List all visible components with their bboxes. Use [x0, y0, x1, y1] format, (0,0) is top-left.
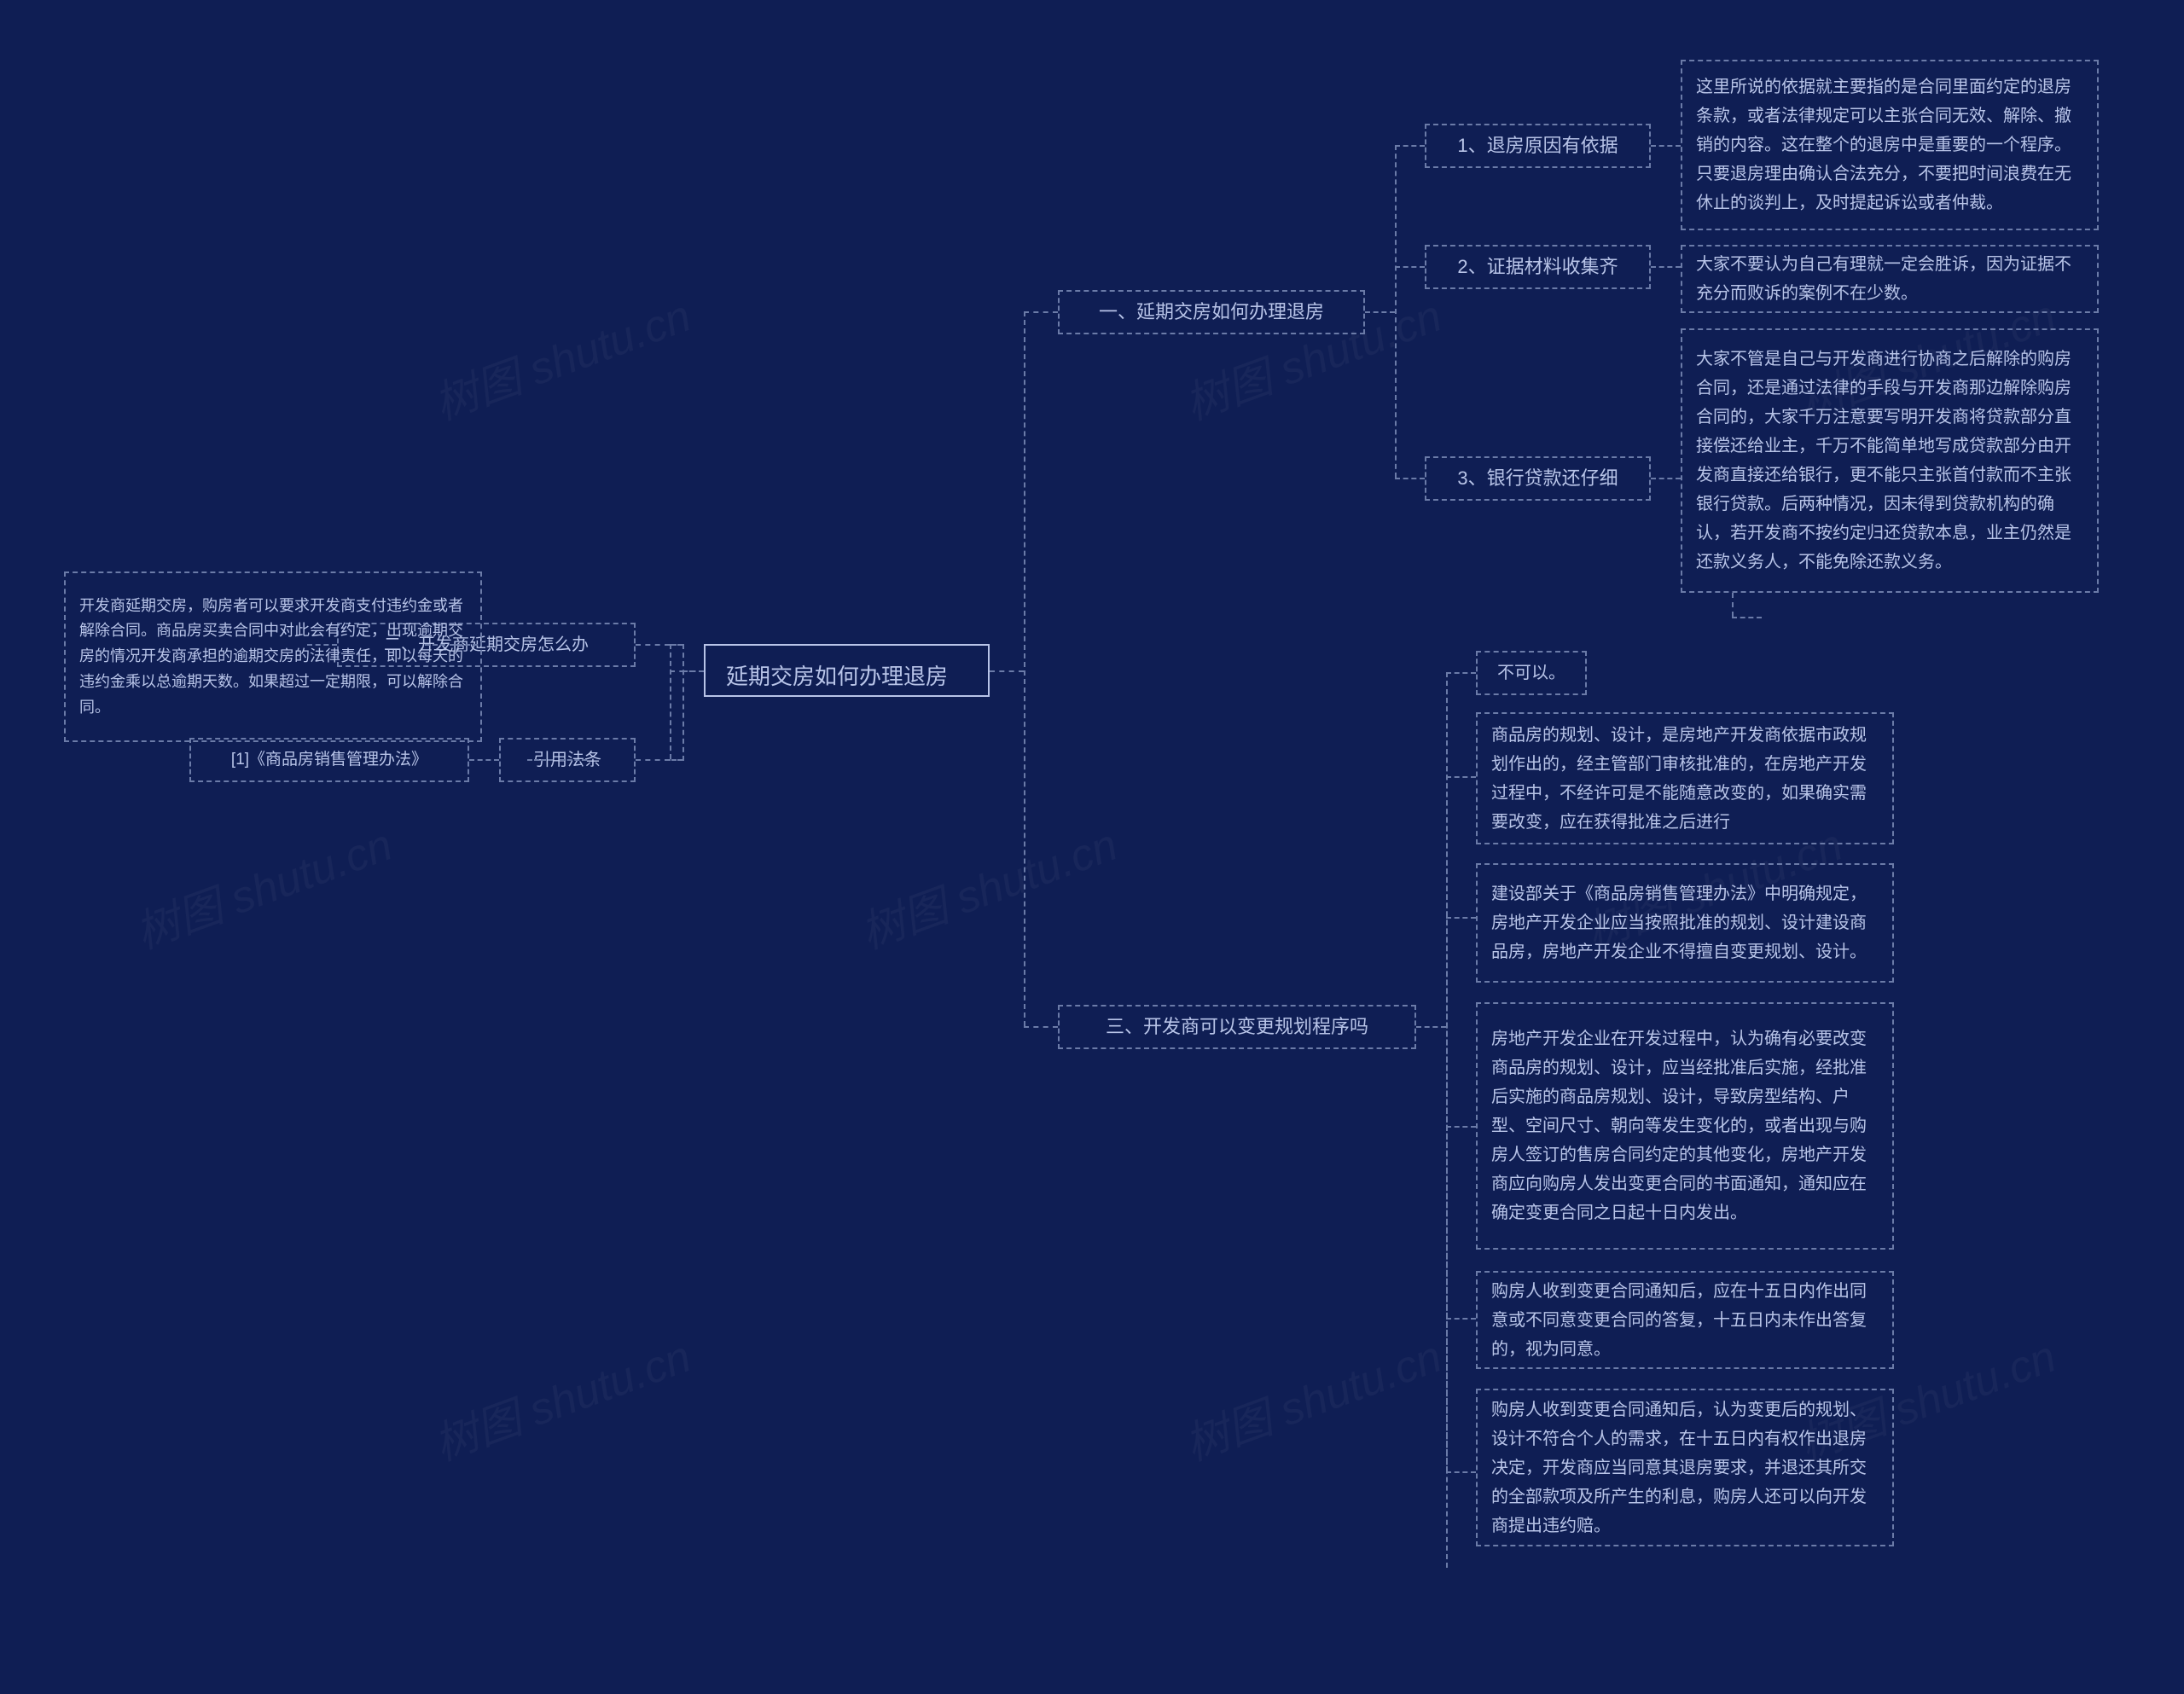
branch3-item1-text: 不可以。 [1497, 658, 1565, 687]
branch2-detail: 开发商延期交房，购房者可以要求开发商支付违约金或者解除合同。商品房买卖合同中对此… [64, 571, 482, 742]
connector-trim [1446, 672, 1448, 1471]
branch1-item3-label: 3、银行贷款还仔细 [1457, 463, 1618, 493]
branch3-item4-text: 房地产开发企业在开发过程中，认为确有必要改变商品房的规划、设计，应当经批准后实施… [1491, 1024, 1879, 1227]
watermark: 树图 shutu.cn [125, 809, 400, 960]
branch3-node: 三、开发商可以变更规划程序吗 [1058, 1005, 1416, 1049]
connector [1732, 617, 1762, 618]
connector [1446, 917, 1476, 919]
connector [665, 644, 682, 646]
connector [670, 644, 671, 759]
branch3-item3: 建设部关于《商品房销售管理办法》中明确规定，房地产开发企业应当按照批准的规划、设… [1476, 863, 1894, 983]
root-label: 延期交房如何办理退房 [726, 664, 948, 689]
connector [1651, 266, 1681, 268]
branch3-item1: 不可以。 [1476, 651, 1587, 695]
branch1-item2-label: 2、证据材料收集齐 [1457, 252, 1618, 281]
branch1-item1-node: 1、退房原因有依据 [1425, 124, 1651, 168]
branch3-item2: 商品房的规划、设计，是房地产开发商依据市政规划作出的，经主管部门审核批准的，在房… [1476, 712, 1894, 844]
branch1-item2-detail: 大家不要认为自己有理就一定会胜诉，因为证据不充分而败诉的案例不在少数。 [1681, 245, 2099, 313]
branch1-item3-node: 3、银行贷款还仔细 [1425, 456, 1651, 501]
branch1-item1-detail-text: 这里所说的依据就主要指的是合同里面约定的退房条款，或者法律规定可以主张合同无效、… [1696, 73, 2083, 218]
connector [1446, 776, 1476, 778]
connector [1395, 478, 1425, 479]
root-node: 延期交房如何办理退房 [704, 644, 990, 697]
watermark: 树图 shutu.cn [1175, 1320, 1449, 1472]
connector [527, 759, 553, 761]
connector [1024, 1026, 1058, 1028]
connector [682, 644, 684, 761]
branch3-item6: 购房人收到变更合同通知后，认为变更后的规划、设计不符合个人的需求，在十五日内有权… [1476, 1389, 1894, 1546]
branch1-item1-detail: 这里所说的依据就主要指的是合同里面约定的退房条款，或者法律规定可以主张合同无效、… [1681, 60, 2099, 230]
connector [1446, 1318, 1476, 1320]
branch1-item3-detail: 大家不管是自己与开发商进行协商之后解除的购房合同，还是通过法律的手段与开发商那边… [1681, 328, 2099, 593]
connector-b4-detail [560, 759, 587, 761]
connector [990, 670, 1024, 672]
connector [1416, 1026, 1446, 1028]
connector [469, 759, 499, 761]
branch4-detail-text: [1]《商品房销售管理办法》 [231, 746, 427, 774]
watermark: 树图 shutu.cn [851, 809, 1125, 960]
branch3-item2-text: 商品房的规划、设计，是房地产开发商依据市政规划作出的，经主管部门审核批准的，在房… [1491, 721, 1879, 837]
branch4-detail: [1]《商品房销售管理办法》 [189, 738, 469, 782]
connector [1024, 311, 1025, 1026]
branch3-item3-text: 建设部关于《商品房销售管理办法》中明确规定，房地产开发企业应当按照批准的规划、设… [1491, 879, 1879, 966]
connector [1395, 145, 1397, 478]
connector [1365, 311, 1395, 313]
connector [682, 670, 704, 672]
branch3-item5: 购房人收到变更合同通知后，应在十五日内作出同意或不同意变更合同的答复，十五日内未… [1476, 1271, 1894, 1369]
watermark: 树图 shutu.cn [424, 280, 699, 432]
watermark: 树图 shutu.cn [424, 1320, 699, 1472]
connector [1446, 1126, 1476, 1128]
connector [1395, 145, 1425, 147]
branch1-item2-detail-text: 大家不要认为自己有理就一定会胜诉，因为证据不充分而败诉的案例不在少数。 [1696, 250, 2083, 308]
connector [636, 644, 670, 646]
branch3-item5-text: 购房人收到变更合同通知后，应在十五日内作出同意或不同意变更合同的答复，十五日内未… [1491, 1277, 1879, 1364]
branch3-label: 三、开发商可以变更规划程序吗 [1106, 1012, 1368, 1041]
connector [1732, 593, 1734, 617]
connector [1024, 311, 1058, 313]
connector [665, 759, 682, 761]
branch3-item4: 房地产开发企业在开发过程中，认为确有必要改变商品房的规划、设计，应当经批准后实施… [1476, 1002, 1894, 1250]
branch1-node: 一、延期交房如何办理退房 [1058, 290, 1365, 334]
branch1-label: 一、延期交房如何办理退房 [1099, 297, 1324, 327]
connector [1446, 672, 1476, 674]
connector [1651, 478, 1681, 479]
branch1-item1-label: 1、退房原因有依据 [1457, 131, 1618, 160]
branch1-item3-detail-text: 大家不管是自己与开发商进行协商之后解除的购房合同，还是通过法律的手段与开发商那边… [1696, 345, 2083, 577]
branch3-item6-text: 购房人收到变更合同通知后，认为变更后的规划、设计不符合个人的需求，在十五日内有权… [1491, 1395, 1879, 1540]
branch2-detail-text: 开发商延期交房，购房者可以要求开发商支付违约金或者解除合同。商品房买卖合同中对此… [79, 594, 467, 720]
connector [1446, 1471, 1476, 1473]
connector [1651, 145, 1681, 147]
branch1-item2-node: 2、证据材料收集齐 [1425, 245, 1651, 289]
connector-b2-detail [450, 644, 478, 646]
connector [425, 644, 445, 646]
connector [636, 759, 670, 761]
connector [1395, 266, 1425, 268]
